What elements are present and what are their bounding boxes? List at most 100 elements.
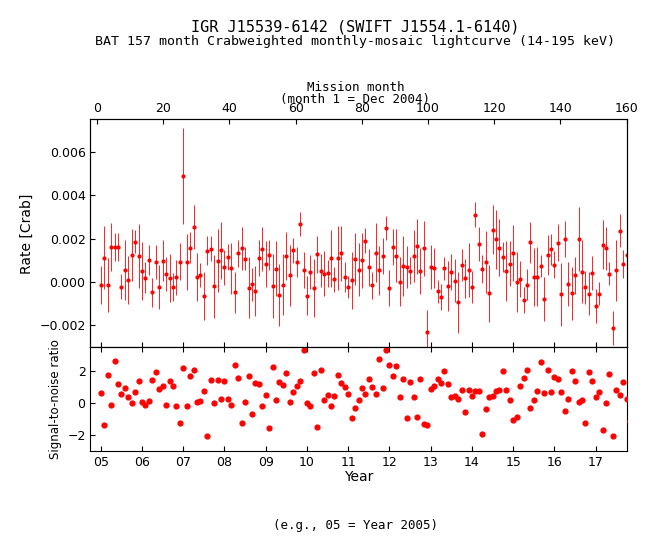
- Point: [388, 371, 398, 380]
- Point: [364, 375, 374, 384]
- Point: [477, 430, 488, 438]
- Point: [567, 367, 577, 376]
- Point: [96, 389, 106, 397]
- Point: [240, 397, 250, 406]
- Point: [333, 370, 343, 379]
- Point: [574, 397, 584, 406]
- Point: [594, 387, 604, 396]
- Point: [346, 414, 357, 422]
- Point: [257, 402, 267, 411]
- Point: [168, 382, 178, 390]
- Point: [233, 374, 244, 382]
- Point: [254, 380, 264, 389]
- Point: [312, 423, 322, 432]
- Point: [134, 376, 144, 385]
- Point: [501, 386, 512, 394]
- Point: [408, 393, 419, 402]
- Point: [549, 372, 559, 381]
- Point: [182, 401, 192, 410]
- Point: [528, 395, 539, 404]
- Point: [457, 386, 467, 395]
- Point: [583, 368, 594, 376]
- Point: [367, 383, 377, 392]
- Point: [278, 381, 288, 389]
- Point: [559, 407, 570, 415]
- Point: [229, 360, 240, 369]
- Point: [429, 382, 439, 390]
- Point: [515, 382, 525, 391]
- Point: [189, 366, 199, 375]
- Point: [587, 376, 598, 385]
- Point: [298, 346, 309, 355]
- Point: [281, 369, 291, 378]
- Point: [336, 378, 346, 387]
- Point: [99, 421, 109, 430]
- Point: [436, 379, 446, 388]
- Point: [453, 395, 463, 404]
- Point: [143, 396, 154, 405]
- Point: [151, 368, 161, 376]
- Point: [103, 370, 113, 379]
- Point: [611, 386, 621, 394]
- Point: [205, 376, 216, 384]
- Point: [432, 375, 443, 384]
- Point: [244, 371, 254, 380]
- Point: [236, 419, 247, 428]
- Point: [422, 421, 432, 430]
- Point: [220, 377, 230, 386]
- Point: [350, 404, 360, 413]
- Point: [391, 362, 402, 370]
- Point: [374, 355, 384, 363]
- Point: [109, 357, 120, 365]
- Point: [426, 385, 436, 394]
- Point: [556, 388, 567, 396]
- Point: [154, 385, 164, 394]
- Point: [481, 405, 491, 414]
- Point: [604, 369, 614, 378]
- Point: [264, 424, 275, 433]
- Point: [192, 397, 202, 406]
- Point: [195, 397, 205, 406]
- Point: [405, 378, 415, 387]
- Point: [570, 377, 580, 386]
- Point: [116, 389, 127, 398]
- Point: [158, 381, 168, 390]
- Point: [202, 432, 213, 441]
- Point: [563, 395, 574, 403]
- Point: [491, 387, 501, 395]
- Point: [267, 362, 278, 371]
- Point: [250, 378, 260, 387]
- Point: [398, 375, 408, 384]
- Point: [601, 399, 611, 407]
- Point: [618, 378, 629, 387]
- Point: [140, 401, 151, 409]
- Point: [415, 374, 426, 383]
- Point: [384, 361, 395, 370]
- Point: [546, 388, 556, 396]
- Point: [309, 369, 319, 377]
- Point: [532, 387, 543, 395]
- Point: [598, 425, 608, 434]
- Point: [226, 400, 236, 409]
- Y-axis label: Signal-to-noise ratio: Signal-to-noise ratio: [48, 339, 61, 459]
- Point: [161, 401, 171, 409]
- Point: [608, 432, 618, 441]
- Point: [353, 396, 364, 405]
- Point: [505, 396, 515, 405]
- Point: [553, 374, 563, 383]
- Point: [357, 383, 367, 392]
- Point: [412, 412, 422, 421]
- Point: [621, 395, 632, 404]
- Point: [470, 386, 481, 395]
- Point: [113, 380, 123, 388]
- Point: [395, 393, 405, 401]
- Point: [291, 382, 302, 390]
- Point: [371, 390, 381, 399]
- Point: [171, 402, 182, 411]
- Point: [629, 391, 639, 400]
- Point: [185, 372, 195, 381]
- Point: [443, 380, 453, 388]
- Point: [147, 375, 158, 384]
- Point: [508, 416, 518, 425]
- X-axis label: Year: Year: [344, 470, 373, 484]
